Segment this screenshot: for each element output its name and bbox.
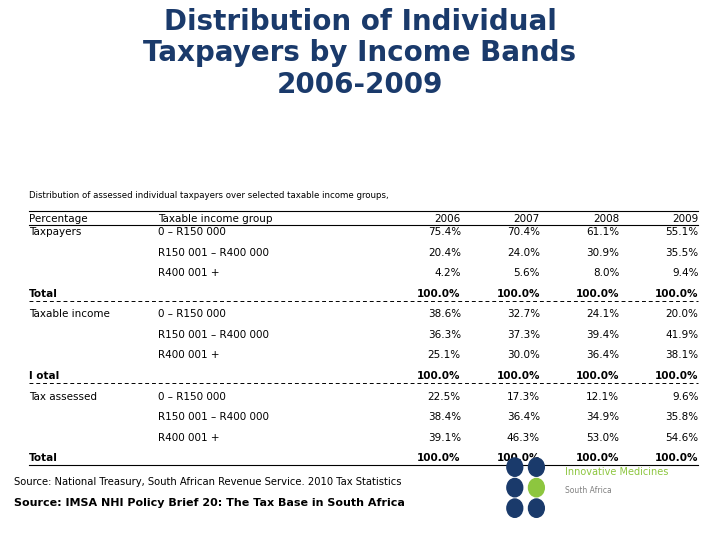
Text: 20.4%: 20.4% <box>428 248 461 258</box>
Text: Source: National Treasury, South African Revenue Service. 2010 Tax Statistics: Source: National Treasury, South African… <box>14 477 402 487</box>
Text: 36.4%: 36.4% <box>507 412 540 422</box>
Text: South Africa: South Africa <box>565 487 612 495</box>
Text: 17.3%: 17.3% <box>507 392 540 402</box>
Text: 100.0%: 100.0% <box>576 453 619 463</box>
Text: R400 001 +: R400 001 + <box>158 433 220 443</box>
Text: 36.4%: 36.4% <box>586 350 619 361</box>
Text: 35.5%: 35.5% <box>665 248 698 258</box>
Text: 100.0%: 100.0% <box>418 371 461 381</box>
Text: 32.7%: 32.7% <box>507 309 540 320</box>
Text: 39.4%: 39.4% <box>586 330 619 340</box>
Text: 2008: 2008 <box>593 214 619 225</box>
Text: Tax assessed: Tax assessed <box>29 392 96 402</box>
Ellipse shape <box>528 478 544 497</box>
Text: 61.1%: 61.1% <box>586 227 619 238</box>
Text: Taxpayers: Taxpayers <box>29 227 81 238</box>
Text: Percentage: Percentage <box>29 214 87 225</box>
Text: 100.0%: 100.0% <box>497 371 540 381</box>
Text: Total: Total <box>29 289 58 299</box>
Text: 30.0%: 30.0% <box>507 350 540 361</box>
Text: 2006: 2006 <box>435 214 461 225</box>
Text: R150 001 – R400 000: R150 001 – R400 000 <box>158 248 269 258</box>
Text: 100.0%: 100.0% <box>418 289 461 299</box>
Text: R400 001 +: R400 001 + <box>158 268 220 279</box>
Text: 0 – R150 000: 0 – R150 000 <box>158 392 226 402</box>
Text: 4.2%: 4.2% <box>434 268 461 279</box>
Text: 100.0%: 100.0% <box>418 453 461 463</box>
Text: 41.9%: 41.9% <box>665 330 698 340</box>
Text: 25.1%: 25.1% <box>428 350 461 361</box>
Text: Innovative Medicines: Innovative Medicines <box>565 467 669 477</box>
Text: 0 – R150 000: 0 – R150 000 <box>158 227 226 238</box>
Text: 9.4%: 9.4% <box>672 268 698 279</box>
Text: R400 001 +: R400 001 + <box>158 350 220 361</box>
Text: 100.0%: 100.0% <box>655 289 698 299</box>
Text: 53.0%: 53.0% <box>586 433 619 443</box>
Text: 100.0%: 100.0% <box>655 453 698 463</box>
Text: 0 – R150 000: 0 – R150 000 <box>158 309 226 320</box>
Text: 12.1%: 12.1% <box>586 392 619 402</box>
Text: 55.1%: 55.1% <box>665 227 698 238</box>
Text: 30.9%: 30.9% <box>586 248 619 258</box>
Text: 22.5%: 22.5% <box>428 392 461 402</box>
Text: Taxable income group: Taxable income group <box>158 214 273 225</box>
Text: 20.0%: 20.0% <box>665 309 698 320</box>
Text: R150 001 – R400 000: R150 001 – R400 000 <box>158 412 269 422</box>
Text: 36.3%: 36.3% <box>428 330 461 340</box>
Text: R150 001 – R400 000: R150 001 – R400 000 <box>158 330 269 340</box>
Text: Taxable income: Taxable income <box>29 309 109 320</box>
Text: 100.0%: 100.0% <box>655 371 698 381</box>
Text: 2007: 2007 <box>514 214 540 225</box>
Text: 38.4%: 38.4% <box>428 412 461 422</box>
Ellipse shape <box>507 458 523 476</box>
Text: 2009: 2009 <box>672 214 698 225</box>
Text: 34.9%: 34.9% <box>586 412 619 422</box>
Ellipse shape <box>507 478 523 497</box>
Text: Distribution of Individual
Taxpayers by Income Bands
2006-2009: Distribution of Individual Taxpayers by … <box>143 8 577 99</box>
Text: 38.6%: 38.6% <box>428 309 461 320</box>
Text: 24.1%: 24.1% <box>586 309 619 320</box>
Text: Distribution of assessed individual taxpayers over selected taxable income group: Distribution of assessed individual taxp… <box>29 191 388 200</box>
Text: 24.0%: 24.0% <box>507 248 540 258</box>
Text: 9.6%: 9.6% <box>672 392 698 402</box>
Ellipse shape <box>528 458 544 476</box>
Text: 100.0%: 100.0% <box>497 453 540 463</box>
Text: 70.4%: 70.4% <box>507 227 540 238</box>
Text: 5.6%: 5.6% <box>513 268 540 279</box>
Text: 38.1%: 38.1% <box>665 350 698 361</box>
Ellipse shape <box>507 499 523 517</box>
Text: 35.8%: 35.8% <box>665 412 698 422</box>
Text: 37.3%: 37.3% <box>507 330 540 340</box>
Text: 100.0%: 100.0% <box>576 289 619 299</box>
Text: 54.6%: 54.6% <box>665 433 698 443</box>
Text: 8.0%: 8.0% <box>593 268 619 279</box>
Text: 100.0%: 100.0% <box>497 289 540 299</box>
Text: Total: Total <box>29 453 58 463</box>
Text: Source: IMSA NHI Policy Brief 20: The Tax Base in South Africa: Source: IMSA NHI Policy Brief 20: The Ta… <box>14 497 405 508</box>
Text: l otal: l otal <box>29 371 59 381</box>
Text: 100.0%: 100.0% <box>576 371 619 381</box>
Ellipse shape <box>528 499 544 517</box>
Text: 39.1%: 39.1% <box>428 433 461 443</box>
Text: 46.3%: 46.3% <box>507 433 540 443</box>
Text: 75.4%: 75.4% <box>428 227 461 238</box>
